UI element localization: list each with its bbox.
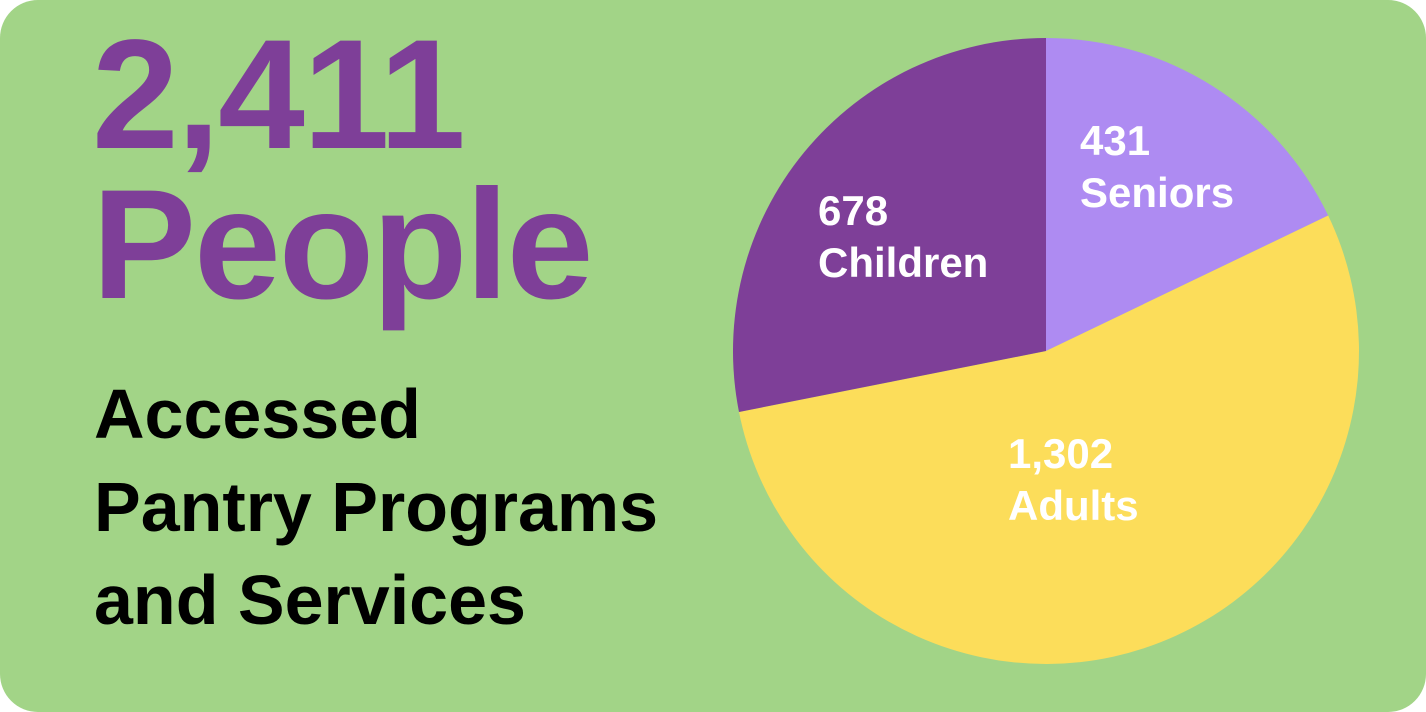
subtitle-line-1: Accessed (94, 375, 421, 453)
subtitle-line-2: Pantry Programs (94, 468, 659, 546)
pie-slice-seniors (1046, 38, 1329, 351)
total-unit: People (92, 158, 593, 332)
subtitle-line-3: and Services (94, 561, 526, 639)
slice-value-label-seniors: 431 (1080, 117, 1150, 164)
headline: 2,411 People (92, 8, 593, 332)
slice-name-label-children: Children (818, 239, 988, 286)
slice-value-label-children: 678 (818, 187, 888, 234)
subtitle: Accessed Pantry Programs and Services (94, 368, 658, 647)
total-count: 2,411 (92, 8, 466, 182)
slice-value-label-adults: 1,302 (1008, 430, 1113, 477)
slice-name-label-adults: Adults (1008, 482, 1139, 529)
slice-name-label-seniors: Seniors (1080, 169, 1234, 216)
pie-slice-adults (738, 215, 1359, 664)
pie-slice-children (733, 38, 1046, 412)
